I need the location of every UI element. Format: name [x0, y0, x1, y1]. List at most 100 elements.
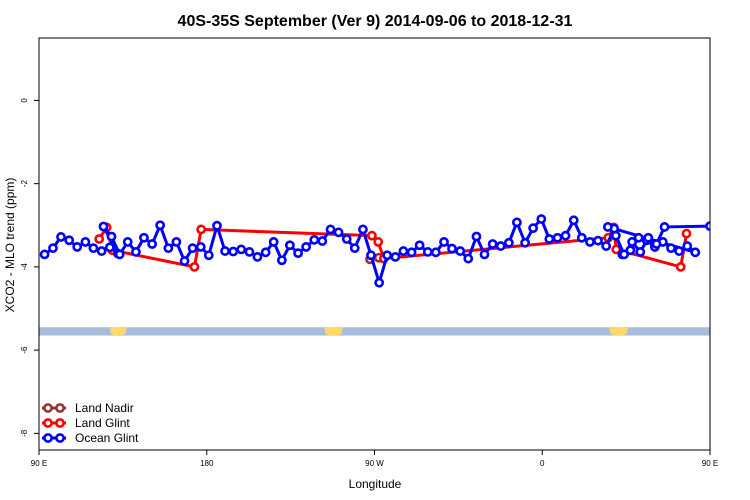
data-point [455, 246, 466, 256]
data-point [106, 231, 117, 242]
data-point [96, 246, 107, 256]
y-tick-label: 0 [20, 98, 29, 103]
land-mass [109, 327, 127, 337]
data-point [681, 228, 692, 239]
land-mass [609, 327, 628, 337]
data-point [325, 224, 336, 235]
series-ocean-glint [39, 214, 710, 288]
data-point [147, 239, 158, 249]
data-point [585, 237, 595, 247]
data-point [317, 236, 328, 246]
legend-label: Land Glint [75, 416, 130, 430]
data-point [179, 256, 190, 266]
data-point [675, 261, 686, 272]
data-point [64, 235, 75, 246]
data-point [284, 240, 295, 251]
data-point [406, 247, 417, 258]
data-point [544, 234, 555, 244]
data-point [439, 237, 449, 247]
data-point [651, 239, 662, 249]
data-point [244, 247, 255, 257]
x-tick-label: 180 [200, 459, 214, 468]
data-point [528, 223, 539, 234]
chart-title: 40S-35S September (Ver 9) 2014-09-06 to … [178, 13, 573, 30]
y-tick-label: -4 [20, 263, 29, 271]
data-point [252, 252, 263, 262]
data-point [635, 247, 646, 257]
data-point [373, 237, 384, 247]
data-point [98, 221, 109, 232]
data-point [601, 241, 612, 251]
data-point [682, 241, 693, 251]
land-ocean-band [39, 327, 710, 337]
data-point [228, 246, 239, 257]
data-point [674, 246, 684, 256]
data-point [398, 246, 409, 256]
data-point [189, 261, 200, 272]
x-tick-label: 0 [540, 459, 545, 468]
data-point [633, 232, 644, 243]
data-point [374, 277, 385, 288]
data-point [471, 231, 482, 242]
data-point [520, 237, 531, 248]
data-point [163, 243, 174, 254]
data-point [487, 239, 498, 249]
data-point [479, 249, 490, 260]
legend-item: Land Glint [42, 416, 130, 430]
data-point [593, 235, 603, 246]
data-point [512, 217, 522, 228]
data-point [155, 220, 166, 231]
data-point [94, 234, 105, 244]
legend-marker [43, 433, 53, 443]
legend-item: Land Nadir [42, 401, 134, 415]
y-tick-label: -2 [20, 180, 29, 188]
data-point [72, 242, 83, 252]
legend-item: Ocean Glint [42, 431, 139, 445]
data-point [309, 234, 320, 245]
y-tick-label: -6 [20, 346, 29, 354]
data-point [276, 255, 287, 266]
data-point [349, 243, 360, 254]
data-point [139, 232, 149, 243]
data-point [236, 244, 247, 255]
data-point [463, 253, 474, 264]
data-point [131, 247, 141, 257]
data-point [659, 222, 670, 232]
data-point [610, 230, 621, 241]
data-point [88, 243, 99, 254]
data-point [414, 240, 425, 251]
data-point [643, 232, 654, 243]
series-layer [39, 214, 710, 288]
data-point [382, 250, 393, 261]
legend-marker [43, 418, 53, 428]
data-point [104, 242, 115, 253]
y-axis-label: XCO2 - MLO trend (ppm) [3, 178, 17, 313]
data-point [196, 224, 207, 235]
axes: 90 E 180 90 W 0 90 E 0 -2 -4 -6 -8 [20, 98, 718, 468]
data-point [301, 242, 311, 252]
legend-marker [55, 418, 65, 428]
data-point [333, 227, 344, 238]
data-point [536, 214, 547, 224]
data-point [260, 247, 271, 258]
x-tick-label: 90 E [702, 459, 718, 468]
data-point [390, 252, 401, 262]
data-point [220, 246, 230, 256]
data-point [56, 232, 66, 242]
data-point [341, 234, 352, 244]
x-tick-label: 90 W [365, 459, 384, 468]
data-point [422, 247, 433, 257]
data-point [366, 230, 377, 241]
data-point [80, 237, 91, 247]
data-point [625, 245, 636, 256]
legend-marker [55, 433, 65, 443]
land-mass [324, 327, 343, 337]
data-point [358, 224, 368, 235]
data-point [568, 215, 579, 226]
data-point [203, 250, 214, 261]
data-point [195, 242, 206, 252]
ocean-band [39, 327, 710, 336]
legend-marker [43, 403, 53, 413]
